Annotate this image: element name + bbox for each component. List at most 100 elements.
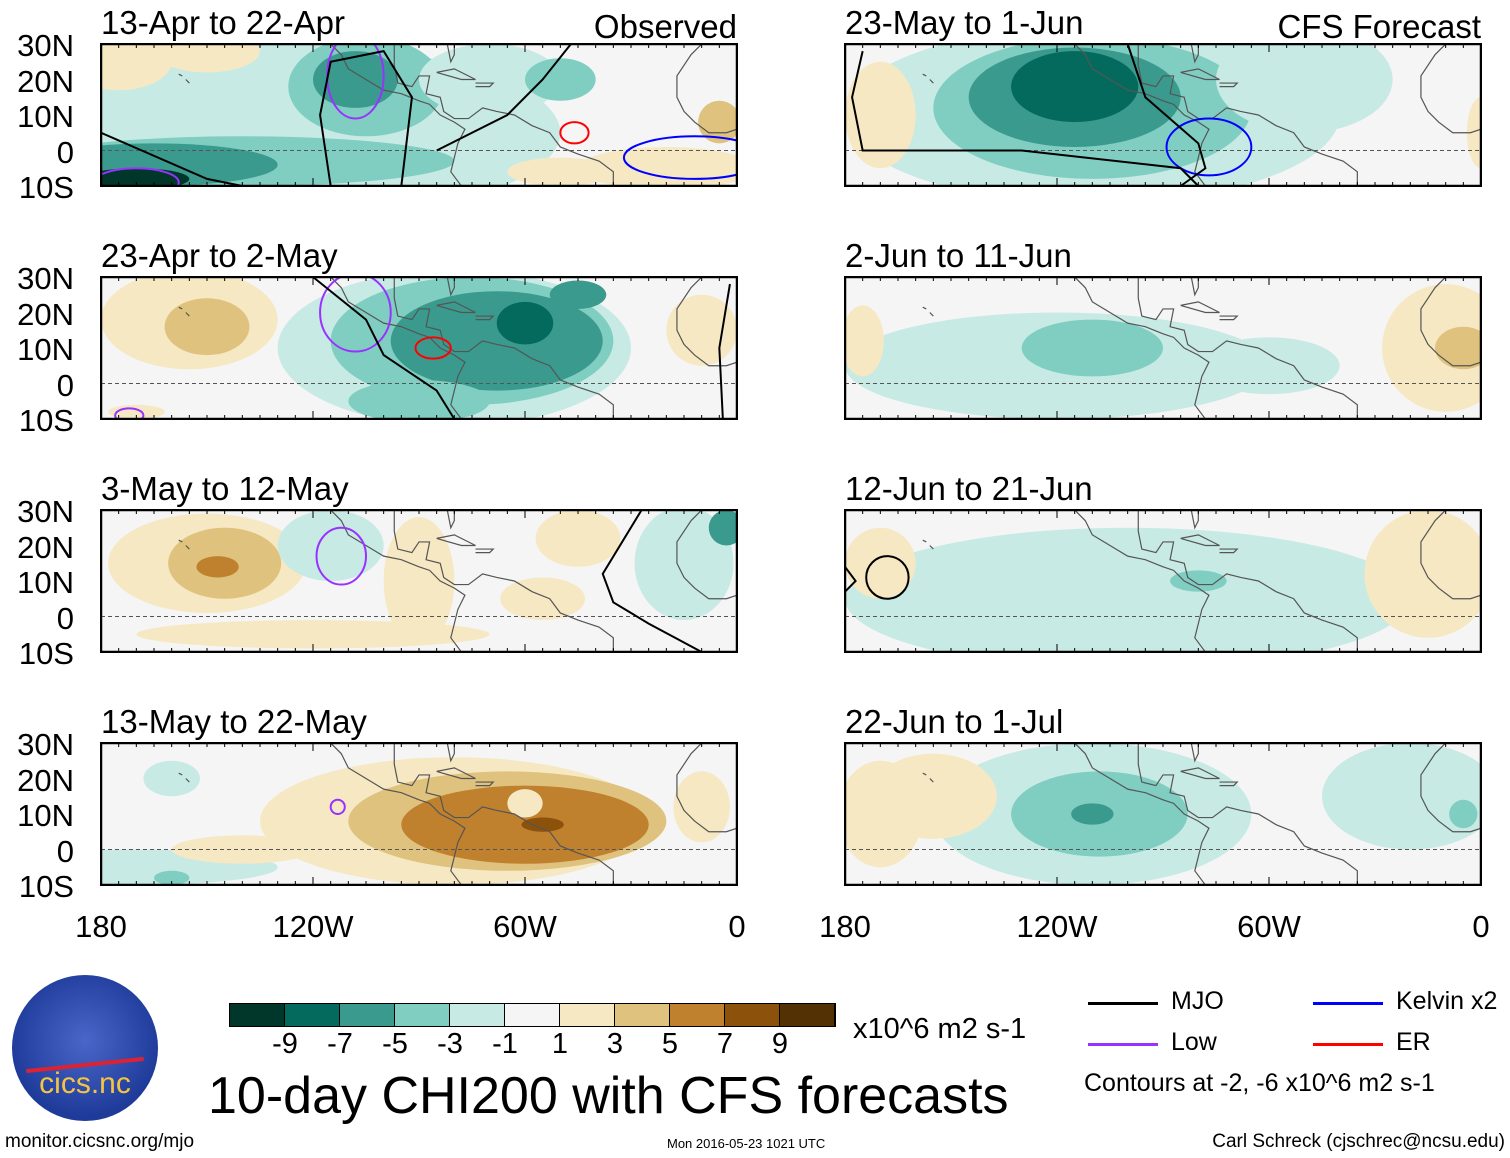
anomaly-region — [535, 510, 621, 567]
y-tick-label: 30N — [17, 727, 74, 762]
coastline — [922, 73, 927, 77]
anomaly-region — [496, 301, 554, 345]
coastline — [328, 43, 466, 187]
map-panel — [844, 276, 1482, 420]
panel-title: 3-May to 12-May — [101, 470, 349, 507]
contour-line — [851, 50, 1200, 187]
coastline — [436, 767, 476, 780]
panel-tag: Observed — [593, 8, 737, 45]
coastline — [185, 312, 190, 317]
anomaly-region — [634, 509, 734, 621]
coastline — [475, 548, 495, 554]
coastline — [676, 509, 738, 600]
y-tick-label: 0 — [56, 833, 74, 869]
contour-line — [312, 276, 456, 420]
coastline — [178, 539, 183, 543]
footer-timestamp: Mon 2016-05-23 1021 UTC — [667, 1136, 826, 1151]
contour-line — [1165, 117, 1253, 177]
x-tick-label: 60W — [493, 909, 557, 944]
panel-title: 13-Apr to 22-Apr — [101, 4, 345, 41]
coastline — [1137, 743, 1358, 885]
contour-line — [329, 798, 346, 816]
coastline — [436, 68, 476, 81]
coastline — [1219, 781, 1239, 787]
y-tick-label: 10N — [17, 332, 74, 367]
map-panel — [844, 43, 1482, 187]
coastline — [929, 79, 934, 84]
logo-text: cics.nc — [39, 1067, 131, 1100]
colorbar-swatch — [450, 1004, 505, 1026]
contour-line — [559, 121, 590, 145]
anomaly-region — [1449, 799, 1478, 829]
footer-author: Carl Schreck (cjschrec@ncsu.edu) — [1212, 1131, 1505, 1152]
y-tick-label: 10S — [18, 403, 74, 438]
anomaly-region — [1071, 803, 1114, 825]
anomaly-region — [100, 43, 172, 91]
y-tick-label: 20N — [17, 529, 74, 565]
coastline — [1180, 767, 1220, 780]
y-tick-label: 0 — [56, 367, 74, 403]
coastline — [929, 545, 934, 550]
coastline — [922, 306, 927, 310]
panel-title: 2-Jun to 11-Jun — [845, 237, 1072, 274]
coastline — [1180, 534, 1220, 547]
coastline — [436, 301, 476, 314]
coastline — [393, 277, 614, 419]
y-tick-label: 10S — [18, 636, 74, 671]
y-tick-label: 20N — [17, 296, 74, 332]
anomaly-region — [845, 61, 916, 169]
coastline — [446, 509, 455, 530]
coastline — [922, 539, 927, 543]
anomaly-region — [143, 760, 200, 797]
panel-title: 12-Jun to 21-Jun — [845, 470, 1093, 507]
legend-label: ER — [1396, 1028, 1431, 1056]
anomaly-region — [525, 58, 596, 101]
anomaly-region — [507, 157, 614, 186]
coastline — [1137, 510, 1358, 652]
anomaly-region — [521, 817, 564, 832]
panel-title: 13-May to 22-May — [101, 703, 367, 740]
coastline — [328, 509, 466, 653]
y-tick-label: 10N — [17, 99, 74, 134]
colorbar-swatch — [230, 1004, 285, 1026]
coastline — [676, 276, 738, 367]
y-tick-label: 10N — [17, 565, 74, 600]
colorbar-tick: 5 — [661, 1028, 679, 1060]
coastline — [393, 743, 614, 885]
coastline — [676, 742, 738, 833]
colorbar-swatch — [285, 1004, 340, 1026]
coastline — [1072, 276, 1210, 420]
anomaly-region — [136, 620, 490, 649]
colorbar-swatch — [395, 1004, 450, 1026]
legend-line — [1313, 1002, 1383, 1005]
footer-url[interactable]: monitor.cicsnc.org/mjo — [5, 1131, 195, 1152]
colorbar-swatch — [505, 1004, 560, 1026]
contour-line — [319, 49, 413, 187]
anomaly-region — [844, 305, 884, 377]
coastline — [1190, 509, 1199, 530]
coastline — [446, 742, 455, 763]
coastline — [929, 778, 934, 783]
colorbar-tick: -9 — [272, 1028, 298, 1060]
contour-line — [414, 336, 452, 360]
coastline — [1190, 43, 1199, 64]
x-tick-label: 180 — [819, 909, 871, 944]
colorbar — [229, 1003, 836, 1027]
legend-line — [1313, 1043, 1383, 1046]
anomaly-region — [277, 510, 384, 581]
contour-line — [114, 407, 145, 420]
coastline — [1420, 43, 1482, 134]
contour-line — [315, 526, 367, 586]
y-tick-label: 30N — [17, 261, 74, 296]
coastline — [475, 82, 495, 88]
map-panel — [100, 509, 738, 653]
coastline — [446, 276, 455, 297]
coastline — [1190, 276, 1199, 297]
anomaly-region — [196, 556, 239, 578]
panel-title: 23-Apr to 2-May — [101, 237, 338, 274]
coastline — [1180, 68, 1220, 81]
anomaly-region — [154, 870, 190, 885]
colorbar-tick: 1 — [551, 1028, 569, 1060]
x-tick-label: 60W — [1237, 909, 1301, 944]
colorbar-tick: 3 — [606, 1028, 624, 1060]
